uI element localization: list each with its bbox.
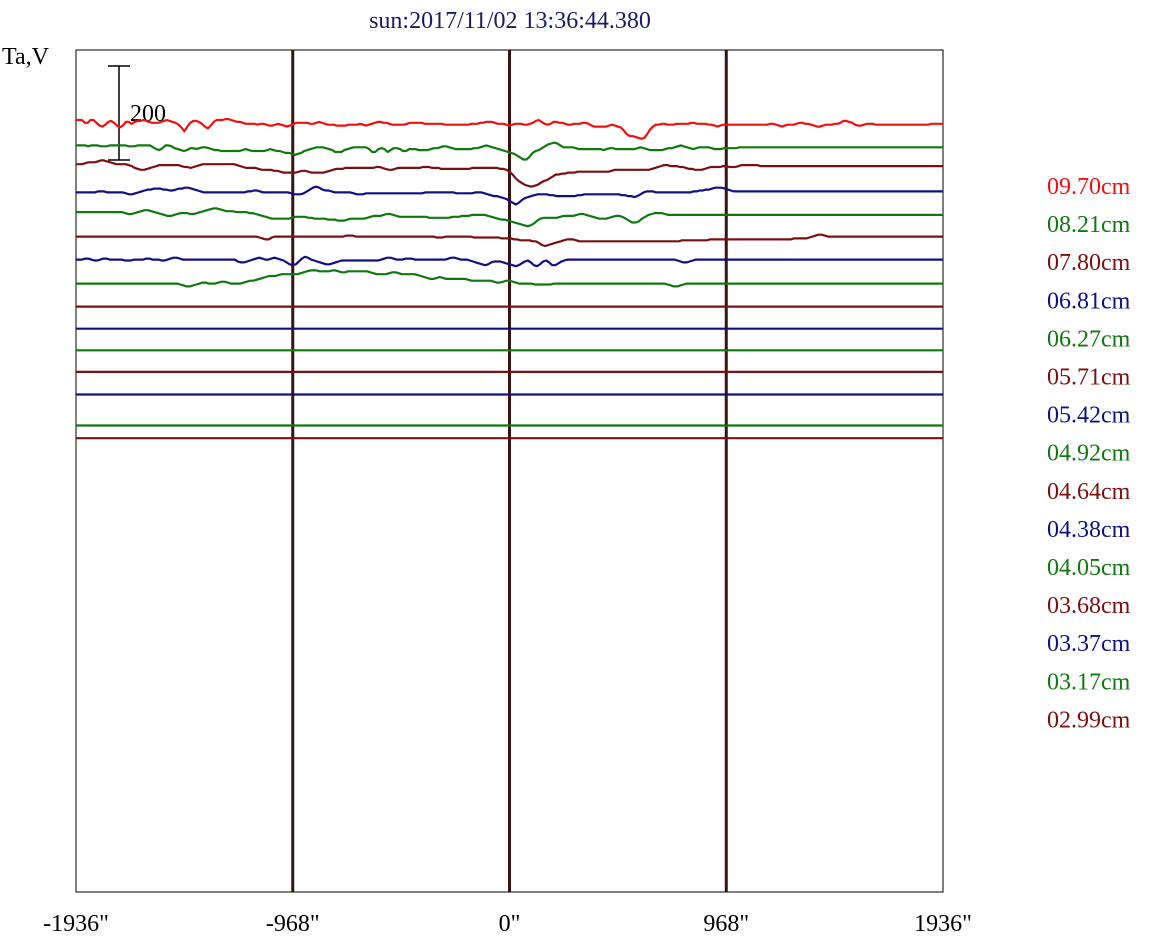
- legend-entry-03.17cm: 03.17cm: [1047, 669, 1131, 695]
- legend-entry-03.68cm: 03.68cm: [1047, 593, 1131, 619]
- legend-entry-08.21cm: 08.21cm: [1047, 212, 1131, 238]
- x-tick-label-1: -968": [266, 911, 320, 937]
- legend-entry-03.37cm: 03.37cm: [1047, 631, 1131, 657]
- legend-entry-07.80cm: 07.80cm: [1047, 250, 1131, 276]
- x-tick-label-0: -1936": [43, 911, 109, 937]
- x-tick-label-2: 0": [499, 911, 521, 937]
- legend-entry-05.42cm: 05.42cm: [1047, 403, 1131, 429]
- series-line-05.42cm: [76, 255, 943, 268]
- x-tick-label-3: 968": [703, 911, 749, 937]
- legend-entry-06.27cm: 06.27cm: [1047, 326, 1131, 352]
- legend-entry-04.05cm: 04.05cm: [1047, 555, 1131, 581]
- legend-entry-04.92cm: 04.92cm: [1047, 441, 1131, 467]
- legend-entry-09.70cm: 09.70cm: [1047, 174, 1131, 200]
- y-axis-label: Ta,V: [2, 44, 50, 70]
- series-line-07.80cm: [76, 159, 943, 188]
- legend-entry-06.81cm: 06.81cm: [1047, 288, 1131, 314]
- series-line-09.70cm: [76, 117, 943, 140]
- legend-entry-02.99cm: 02.99cm: [1047, 707, 1131, 733]
- series-line-06.27cm: [76, 207, 943, 228]
- reference-lines: [291, 50, 728, 892]
- x-tick-label-4: 1936": [914, 911, 972, 937]
- legend: 09.70cm 08.21cm 07.80cm 06.81cm 06.27cm 05.71…: [1047, 174, 1131, 733]
- legend-entry-04.64cm: 04.64cm: [1047, 479, 1131, 505]
- x-axis-ticks: -1936" -968" 0" 968" 1936": [43, 911, 972, 937]
- series-line-04.92cm: [76, 269, 943, 288]
- legend-entry-04.38cm: 04.38cm: [1047, 517, 1131, 543]
- chart-title: sun:2017/11/02 13:36:44.380: [369, 8, 651, 34]
- legend-entry-05.71cm: 05.71cm: [1047, 365, 1131, 391]
- series-line-06.81cm: [76, 185, 943, 206]
- series-line-08.21cm: [76, 141, 943, 161]
- series-line-05.71cm: [76, 233, 943, 248]
- series-group: [76, 117, 943, 440]
